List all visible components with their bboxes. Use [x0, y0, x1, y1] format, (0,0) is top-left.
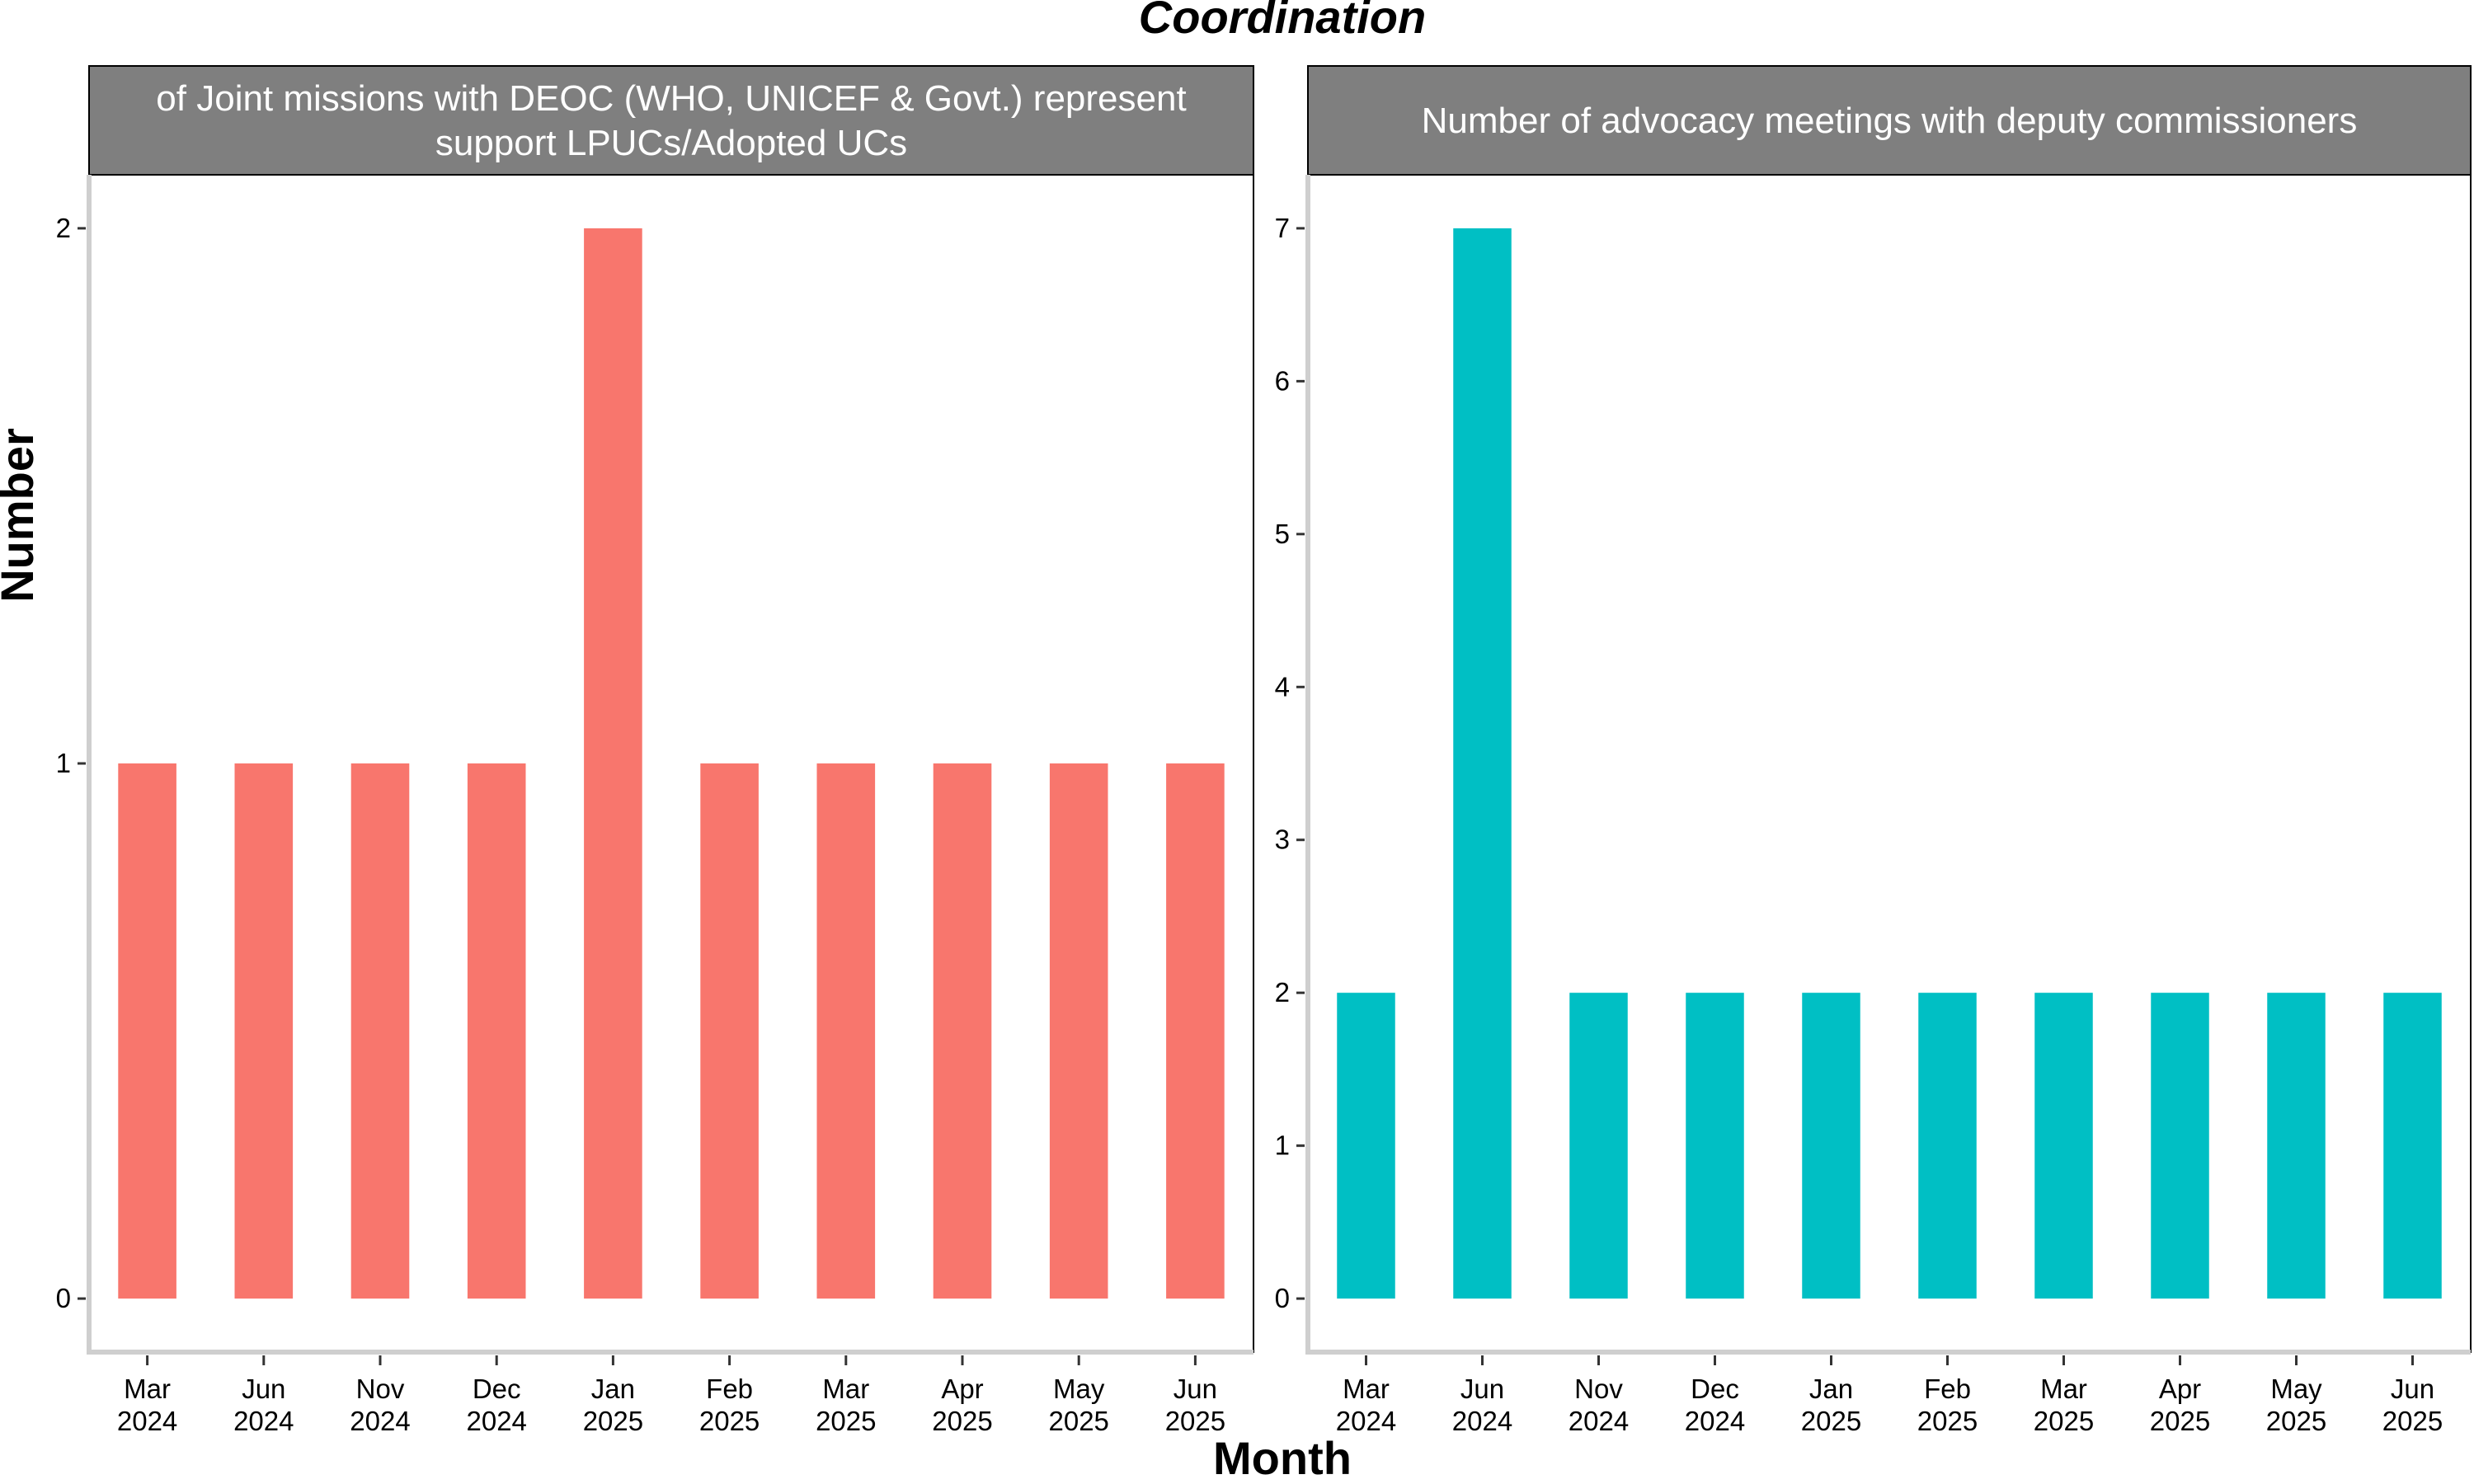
- x-tick-label-month: Mar: [822, 1374, 869, 1404]
- x-tick-label-month: May: [2270, 1374, 2322, 1404]
- bar-5: [584, 228, 642, 1299]
- x-tick-label-year: 2025: [1165, 1406, 1225, 1436]
- x-tick-label-year: 2025: [1917, 1406, 1978, 1436]
- bar-6: [700, 763, 759, 1299]
- facet-strip-title-line: support LPUCs/Adopted UCs: [435, 123, 907, 163]
- x-tick-label-year: 2025: [699, 1406, 760, 1436]
- bar-8: [2151, 993, 2209, 1299]
- x-tick-label-year: 2025: [1048, 1406, 1108, 1436]
- x-tick-label-year: 2024: [1685, 1406, 1745, 1436]
- x-tick-label-month: Feb: [1924, 1374, 1971, 1404]
- facet-strip-title-line: Number of advocacy meetings with deputy …: [1422, 101, 2358, 141]
- x-tick-label-month: Feb: [706, 1374, 753, 1404]
- y-tick-label: 6: [1275, 365, 1290, 396]
- facet-strip: [1307, 65, 2472, 176]
- bar-2: [234, 763, 294, 1299]
- x-tick-label-year: 2025: [2382, 1406, 2443, 1436]
- x-tick-label-month: May: [1053, 1374, 1105, 1404]
- bar-7: [2034, 993, 2093, 1299]
- x-tick-label-month: Mar: [2040, 1374, 2087, 1404]
- x-tick-label-year: 2025: [2150, 1406, 2210, 1436]
- y-axis-title: Number: [0, 428, 43, 603]
- x-tick-label-year: 2024: [1452, 1406, 1512, 1436]
- bar-1: [118, 763, 176, 1299]
- y-tick-label: 0: [1275, 1283, 1290, 1313]
- x-tick-label-month: Dec: [1691, 1374, 1739, 1404]
- x-tick-label-year: 2025: [2034, 1406, 2094, 1436]
- facet-panel-2: Number of advocacy meetings with deputy …: [1275, 65, 2472, 1436]
- bar-7: [816, 763, 876, 1299]
- chart-title: Coordination: [1139, 0, 1426, 43]
- x-tick-label-month: Jun: [1460, 1374, 1504, 1404]
- y-tick-label: 4: [1275, 671, 1290, 702]
- x-tick-label-month: Jun: [242, 1374, 285, 1404]
- bar-10: [2383, 993, 2442, 1299]
- bar-3: [350, 763, 410, 1299]
- facet-strip-title-line: of Joint missions with DEOC (WHO, UNICEF…: [156, 78, 1186, 119]
- x-tick-label-month: Jan: [1809, 1374, 1853, 1404]
- x-tick-label-month: Mar: [124, 1374, 171, 1404]
- x-tick-label-year: 2024: [350, 1406, 410, 1436]
- x-tick-label-year: 2025: [583, 1406, 643, 1436]
- x-tick-label-year: 2024: [1336, 1406, 1396, 1436]
- x-tick-label-year: 2025: [932, 1406, 992, 1436]
- x-tick-label-month: Dec: [473, 1374, 521, 1404]
- x-tick-label-month: Jun: [2391, 1374, 2434, 1404]
- y-tick-label: 3: [1275, 824, 1290, 855]
- bar-8: [933, 763, 992, 1299]
- facet-panels: of Joint missions with DEOC (WHO, UNICEF…: [56, 65, 2472, 1436]
- x-tick-label-year: 2024: [233, 1406, 294, 1436]
- x-tick-label-year: 2025: [816, 1406, 876, 1436]
- bar-5: [1802, 993, 1860, 1299]
- x-tick-label-month: Nov: [356, 1374, 405, 1404]
- x-tick-label-year: 2024: [466, 1406, 526, 1436]
- bar-9: [1049, 763, 1108, 1299]
- facet-strip: [88, 65, 1254, 176]
- bar-4: [467, 763, 526, 1299]
- bar-10: [1166, 763, 1225, 1299]
- x-tick-label-month: Nov: [1574, 1374, 1623, 1404]
- bar-9: [2267, 993, 2326, 1299]
- x-tick-label-year: 2025: [2266, 1406, 2326, 1436]
- x-tick-label-month: Jun: [1174, 1374, 1217, 1404]
- y-tick-label: 7: [1275, 213, 1290, 243]
- bar-2: [1453, 228, 1512, 1299]
- y-tick-label: 1: [1275, 1130, 1290, 1161]
- x-tick-label-month: Apr: [2159, 1374, 2201, 1404]
- y-tick-label: 0: [56, 1283, 71, 1313]
- bar-6: [1918, 993, 1977, 1299]
- x-tick-label-month: Jan: [591, 1374, 635, 1404]
- y-tick-label: 5: [1275, 519, 1290, 549]
- facet-panel-1: of Joint missions with DEOC (WHO, UNICEF…: [56, 65, 1254, 1436]
- x-tick-label-year: 2025: [1801, 1406, 1861, 1436]
- x-axis-title: Month: [1213, 1432, 1352, 1484]
- bar-3: [1569, 993, 1628, 1299]
- y-tick-label: 1: [56, 748, 71, 778]
- bar-4: [1686, 993, 1744, 1299]
- y-tick-label: 2: [56, 213, 71, 243]
- bar-1: [1337, 993, 1395, 1299]
- x-tick-label-year: 2024: [117, 1406, 177, 1436]
- x-tick-label-month: Apr: [941, 1374, 983, 1404]
- x-tick-label-month: Mar: [1343, 1374, 1390, 1404]
- y-tick-label: 2: [1275, 977, 1290, 1007]
- x-tick-label-year: 2024: [1569, 1406, 1629, 1436]
